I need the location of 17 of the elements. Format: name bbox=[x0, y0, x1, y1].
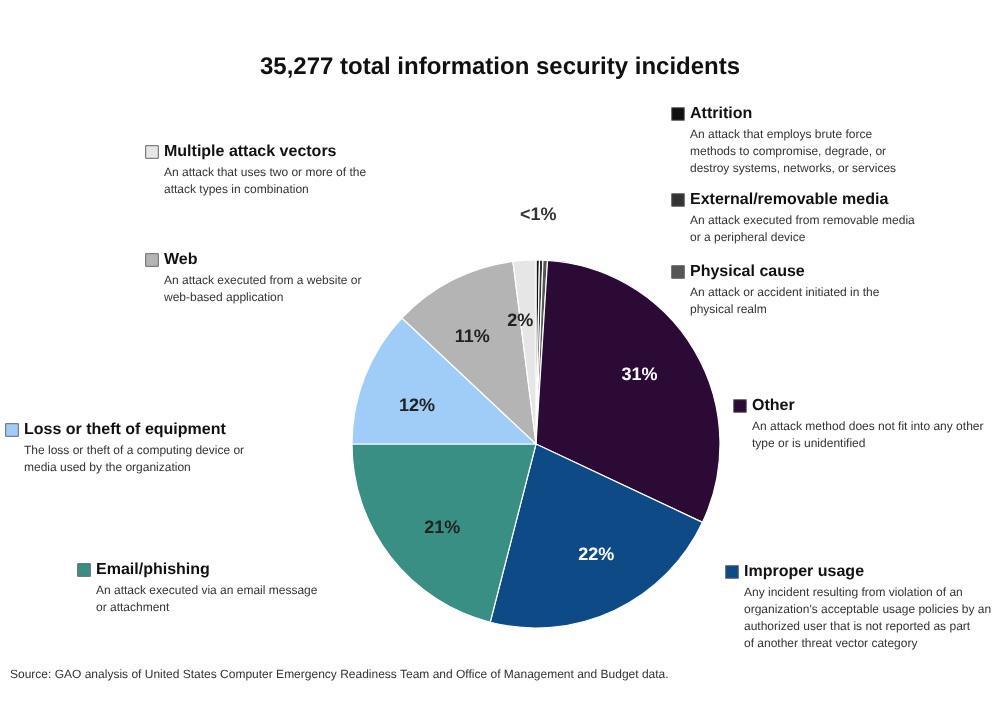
data-label: <1% bbox=[519, 204, 557, 225]
data-label: 11% bbox=[454, 326, 490, 347]
legend-label: Other bbox=[752, 396, 795, 414]
legend-label: Physical cause bbox=[690, 262, 806, 280]
chart-title: 35,277 total information security incidents bbox=[259, 52, 741, 80]
legend-label: Multiple attack vectors bbox=[164, 142, 338, 160]
data-label: 21% bbox=[424, 516, 461, 537]
legend-label: Improper usage bbox=[744, 562, 866, 580]
legend-label: Email/phishing bbox=[96, 560, 211, 578]
data-label: 31% bbox=[621, 363, 658, 384]
legend-label: External/removable media bbox=[690, 190, 890, 208]
legend-label: Loss or theft of equipment bbox=[24, 420, 227, 438]
data-label: 22% bbox=[578, 543, 615, 564]
data-label: 12% bbox=[398, 395, 436, 416]
data-label: 2% bbox=[507, 309, 534, 330]
legend-label: Attrition bbox=[690, 104, 753, 122]
legend-label: Web bbox=[164, 250, 198, 268]
